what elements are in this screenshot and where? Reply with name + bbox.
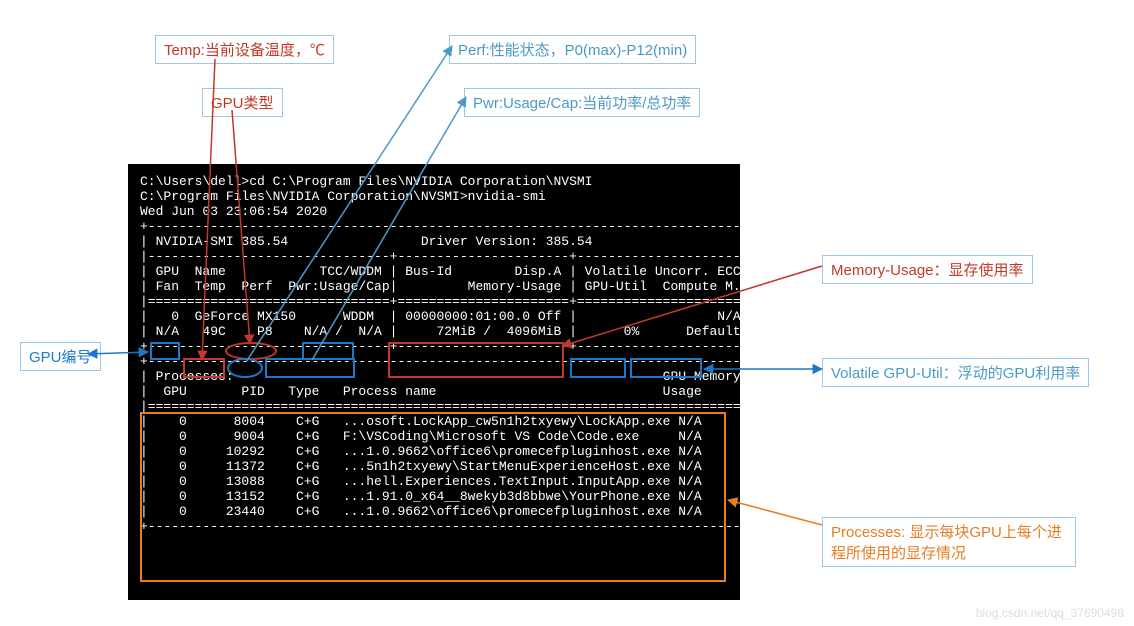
callout-gpuidx: GPU编号 bbox=[20, 342, 101, 371]
terminal-line: |-------------------------------+-------… bbox=[140, 249, 728, 264]
terminal-line: +-------------------------------+-------… bbox=[140, 339, 728, 354]
terminal-line: |=======================================… bbox=[140, 399, 728, 414]
terminal-line: C:\Program Files\NVIDIA Corporation\NVSM… bbox=[140, 189, 728, 204]
terminal-line: | 0 8004 C+G ...osoft.LockApp_cw5n1h2txy… bbox=[140, 414, 728, 429]
terminal-line: | 0 13088 C+G ...hell.Experiences.TextIn… bbox=[140, 474, 728, 489]
terminal-line: | 0 GeForce MX150 WDDM | 00000000:01:00.… bbox=[140, 309, 728, 324]
callout-perf: Perf:性能状态，P0(max)-P12(min) bbox=[449, 35, 696, 64]
terminal-line: | NVIDIA-SMI 385.54 Driver Version: 385.… bbox=[140, 234, 728, 249]
terminal-line: | Processes: GPU Memory | bbox=[140, 369, 728, 384]
terminal-line: +---------------------------------------… bbox=[140, 519, 728, 534]
terminal-line: | 0 10292 C+G ...1.0.9662\office6\promec… bbox=[140, 444, 728, 459]
terminal-line: |===============================+=======… bbox=[140, 294, 728, 309]
callout-memuse: Memory-Usage：显存使用率 bbox=[822, 255, 1033, 284]
terminal-window: C:\Users\dell>cd C:\Program Files\NVIDIA… bbox=[128, 164, 740, 600]
terminal-line: | GPU PID Type Process name Usage | bbox=[140, 384, 728, 399]
callout-temp: Temp:当前设备温度，℃ bbox=[155, 35, 334, 64]
terminal-line: C:\Users\dell>cd C:\Program Files\NVIDIA… bbox=[140, 174, 728, 189]
terminal-line: | GPU Name TCC/WDDM | Bus-Id Disp.A | Vo… bbox=[140, 264, 728, 279]
terminal-line: | Fan Temp Perf Pwr:Usage/Cap| Memory-Us… bbox=[140, 279, 728, 294]
terminal-line: Wed Jun 03 23:06:54 2020 bbox=[140, 204, 728, 219]
terminal-line: +---------------------------------------… bbox=[140, 219, 728, 234]
callout-gpuutil: Volatile GPU-Util：浮动的GPU利用率 bbox=[822, 358, 1089, 387]
watermark: blog.csdn.net/qq_37690498 bbox=[976, 606, 1124, 620]
terminal-line: | 0 13152 C+G ...1.91.0_x64__8wekyb3d8bb… bbox=[140, 489, 728, 504]
callout-pwr: Pwr:Usage/Cap:当前功率/总功率 bbox=[464, 88, 700, 117]
terminal-line: | 0 11372 C+G ...5n1h2txyewy\StartMenuEx… bbox=[140, 459, 728, 474]
terminal-line: | 0 23440 C+G ...1.0.9662\office6\promec… bbox=[140, 504, 728, 519]
terminal-line: +---------------------------------------… bbox=[140, 354, 728, 369]
terminal-line: | N/A 49C P8 N/A / N/A | 72MiB / 4096MiB… bbox=[140, 324, 728, 339]
callout-gputype: GPU类型 bbox=[202, 88, 283, 117]
callout-procs: Processes: 显示每块GPU上每个进程所使用的显存情况 bbox=[822, 517, 1076, 567]
terminal-line: | 0 9004 C+G F:\VSCoding\Microsoft VS Co… bbox=[140, 429, 728, 444]
